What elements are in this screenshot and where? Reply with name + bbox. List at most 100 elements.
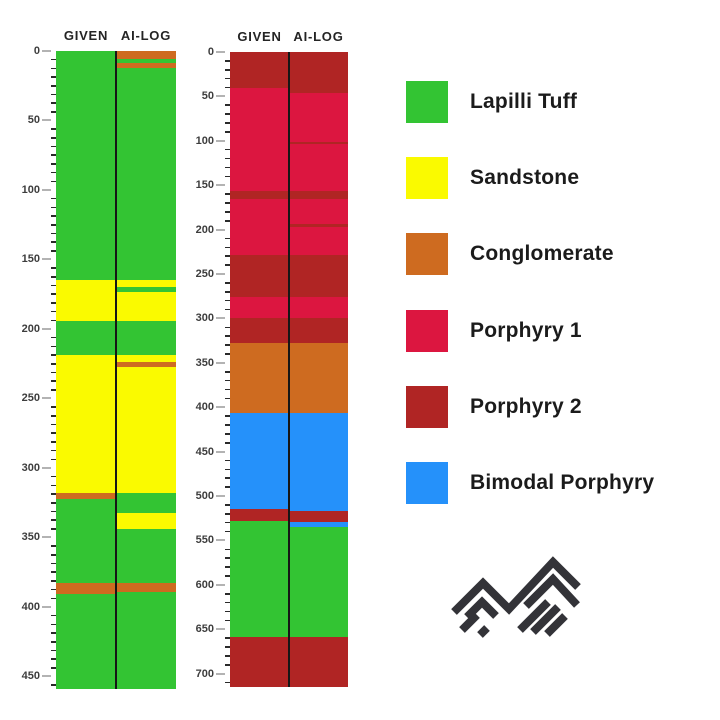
minor-tick xyxy=(225,681,230,684)
minor-tick xyxy=(225,193,230,195)
minor-tick xyxy=(225,548,230,551)
minor-tick xyxy=(225,299,230,302)
legend-swatch-bimodal_porphyry xyxy=(406,462,448,504)
column-header-given: GIVEN xyxy=(63,28,109,43)
minor-tick xyxy=(225,610,230,613)
minor-tick xyxy=(51,336,56,339)
segment-lapilli_tuff xyxy=(116,67,176,281)
legend-item-porphyry_1: Porphyry 1 xyxy=(406,310,706,352)
minor-tick xyxy=(225,148,230,151)
legend-label: Bimodal Porphyry xyxy=(470,471,655,494)
depth-tick-label: 400 xyxy=(21,600,40,613)
depth-tick-label: 0 xyxy=(207,46,214,58)
minor-tick xyxy=(51,58,56,61)
depth-tick-label: 200 xyxy=(21,322,40,335)
segment-bimodal_porphyry xyxy=(289,521,348,527)
major-tick xyxy=(216,228,225,231)
depth-tick-label: 150 xyxy=(195,179,214,192)
minor-tick xyxy=(51,658,56,660)
major-tick xyxy=(216,51,225,53)
depth-tick-label: 450 xyxy=(195,445,214,458)
minor-tick xyxy=(225,459,230,462)
minor-tick xyxy=(225,637,230,639)
minor-tick xyxy=(225,113,230,115)
legend-item-sandstone: Sandstone xyxy=(406,157,706,199)
minor-tick xyxy=(51,501,56,504)
legend-label: Lapilli Tuff xyxy=(470,90,578,113)
segment-porphyry_1 xyxy=(230,199,289,256)
minor-tick xyxy=(51,614,56,617)
depth-tick-label: 350 xyxy=(195,356,214,369)
log-column-ai-log xyxy=(289,52,348,687)
minor-tick xyxy=(225,264,230,266)
minor-tick xyxy=(51,302,56,304)
depth-tick-label: 300 xyxy=(21,461,40,474)
minor-tick xyxy=(225,157,230,160)
minor-tick xyxy=(51,293,56,296)
minor-tick xyxy=(225,655,230,657)
segment-lapilli_tuff xyxy=(116,493,176,514)
minor-tick xyxy=(51,76,56,78)
column-divider xyxy=(288,52,290,687)
minor-tick xyxy=(225,122,230,124)
segment-bimodal_porphyry xyxy=(289,413,348,512)
major-tick xyxy=(42,466,51,469)
minor-tick xyxy=(51,154,56,157)
segment-lapilli_tuff xyxy=(116,529,176,583)
minor-tick xyxy=(51,545,56,547)
segment-lapilli_tuff xyxy=(56,593,116,689)
minor-tick xyxy=(51,623,56,626)
legend-swatch-porphyry_2 xyxy=(406,386,448,428)
major-tick xyxy=(42,188,51,191)
segment-porphyry_2 xyxy=(230,52,289,89)
minor-tick xyxy=(225,486,230,488)
minor-tick xyxy=(225,175,230,178)
segment-porphyry_1 xyxy=(289,297,348,319)
minor-tick xyxy=(225,619,230,622)
minor-tick xyxy=(51,145,56,148)
minor-tick xyxy=(51,640,56,643)
legend-item-conglomerate: Conglomerate xyxy=(406,233,706,275)
depth-tick-label: 50 xyxy=(201,90,214,103)
segment-porphyry_2 xyxy=(289,318,348,344)
legend-label: Porphyry 2 xyxy=(470,395,582,418)
segment-sandstone xyxy=(56,355,116,493)
minor-tick xyxy=(225,592,230,595)
segment-porphyry_2 xyxy=(230,637,289,687)
column-header-ai-log: AI-LOG xyxy=(120,28,172,43)
segment-conglomerate xyxy=(56,493,116,500)
minor-tick xyxy=(225,566,230,568)
minor-tick xyxy=(225,60,230,62)
minor-tick xyxy=(225,397,230,400)
legend-item-lapilli_tuff: Lapilli Tuff xyxy=(406,81,706,123)
major-tick xyxy=(42,536,51,539)
segment-porphyry_2 xyxy=(230,190,289,200)
segment-porphyry_1 xyxy=(230,297,289,319)
major-tick xyxy=(216,583,225,586)
major-tick xyxy=(216,628,225,631)
minor-tick xyxy=(51,458,56,461)
depth-tick-label: 100 xyxy=(21,183,40,196)
minor-tick xyxy=(51,137,56,139)
minor-tick xyxy=(51,197,56,200)
segment-lapilli_tuff xyxy=(289,526,348,638)
major-tick xyxy=(216,495,225,498)
segment-porphyry_2 xyxy=(289,142,348,145)
strat-chart-right: GIVEN AI-LOG 0 50 100 150 200 250 300 350 400 450 50… xyxy=(196,29,348,687)
minor-tick xyxy=(225,326,230,329)
segment-porphyry_1 xyxy=(289,144,348,191)
minor-tick xyxy=(225,477,230,480)
segment-lapilli_tuff xyxy=(116,592,176,689)
depth-tick-label: 0 xyxy=(33,45,40,57)
minor-tick xyxy=(225,77,230,80)
major-tick xyxy=(216,539,225,542)
major-tick xyxy=(216,184,225,187)
minor-tick xyxy=(225,282,230,284)
minor-tick xyxy=(51,232,56,235)
segment-conglomerate xyxy=(116,62,176,68)
minor-tick xyxy=(51,102,56,104)
minor-tick xyxy=(51,580,56,582)
minor-tick xyxy=(225,415,230,417)
minor-tick xyxy=(51,206,56,209)
minor-tick xyxy=(51,362,56,365)
